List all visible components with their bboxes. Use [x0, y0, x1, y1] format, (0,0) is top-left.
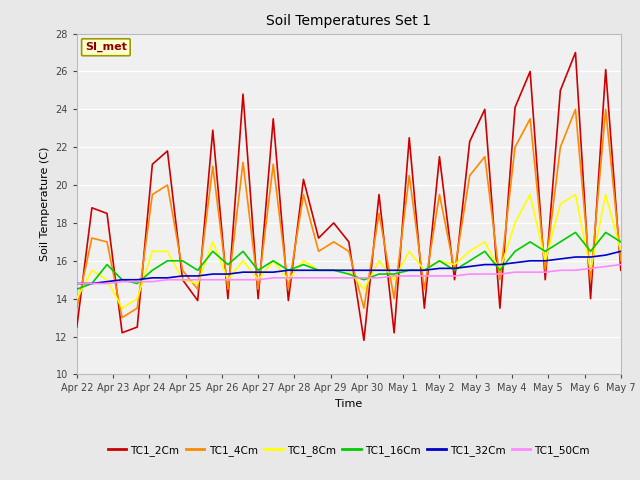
Y-axis label: Soil Temperature (C): Soil Temperature (C): [40, 147, 50, 261]
X-axis label: Time: Time: [335, 399, 362, 409]
Text: SI_met: SI_met: [85, 42, 127, 52]
Legend: TC1_2Cm, TC1_4Cm, TC1_8Cm, TC1_16Cm, TC1_32Cm, TC1_50Cm: TC1_2Cm, TC1_4Cm, TC1_8Cm, TC1_16Cm, TC1…: [104, 441, 594, 460]
Title: Soil Temperatures Set 1: Soil Temperatures Set 1: [266, 14, 431, 28]
